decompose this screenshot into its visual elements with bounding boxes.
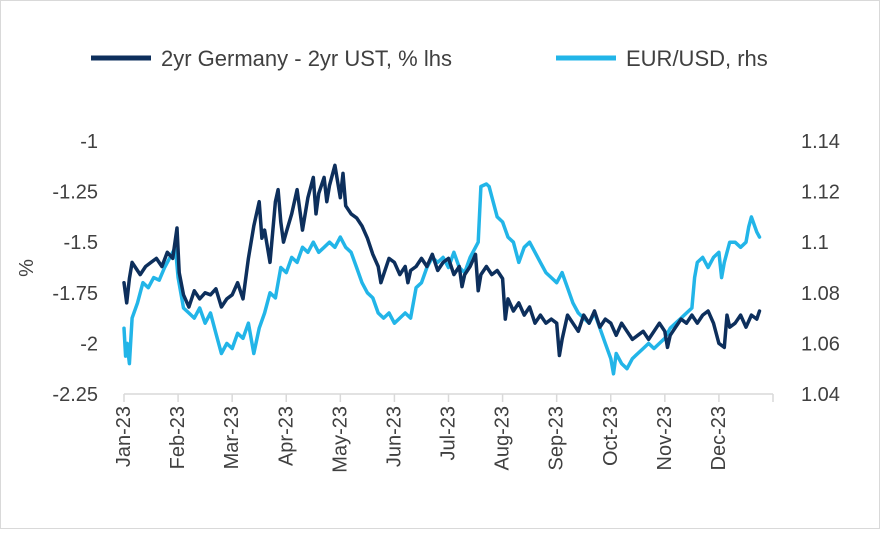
x-tick-label: Jun-23 xyxy=(383,406,405,467)
y-tick-label-left: -1.75 xyxy=(52,283,98,305)
x-tick-label: Nov-23 xyxy=(654,406,676,470)
legend-label-germany-ust: 2yr Germany - 2yr UST, % lhs xyxy=(161,46,452,71)
legend: 2yr Germany - 2yr UST, % lhs EUR/USD, rh… xyxy=(91,46,768,71)
y-tick-label-left: -1.25 xyxy=(52,182,98,204)
x-tick-label: Jan-23 xyxy=(113,406,135,467)
y-tick-label-left: -2 xyxy=(80,333,98,355)
y-tick-label-right: 1.12 xyxy=(801,182,840,204)
y-axis-right: 1.14 1.12 1.1 1.08 1.06 1.04 xyxy=(801,131,840,406)
series-layer xyxy=(122,163,762,376)
y-tick-label-right: 1.06 xyxy=(801,333,840,355)
y-tick-label-left: -2.25 xyxy=(52,384,98,406)
x-axis: Jan-23 Feb-23 Mar-23 Apr-23 May-23 Jun-23 Jul-… xyxy=(113,394,774,473)
y-axis-title-left: % xyxy=(16,259,38,277)
x-tick-label: Aug-23 xyxy=(492,406,514,471)
series-line-germany-ust xyxy=(122,163,762,358)
y-axis-left: -1 -1.25 -1.5 -1.75 -2 -2.25 xyxy=(52,131,98,406)
y-tick-label-right: 1.08 xyxy=(801,283,840,305)
y-tick-label-right: 1.04 xyxy=(801,384,840,406)
y-tick-label-right: 1.14 xyxy=(801,131,840,153)
x-tick-label: Jul-23 xyxy=(438,406,460,460)
x-tick-label: Oct-23 xyxy=(600,406,622,466)
x-tick-label: Dec-23 xyxy=(708,406,730,470)
y-tick-label-right: 1.1 xyxy=(801,232,829,254)
legend-label-eurusd: EUR/USD, rhs xyxy=(626,46,768,71)
x-tick-label: Feb-23 xyxy=(167,406,189,469)
y-tick-label-left: -1.5 xyxy=(64,232,98,254)
x-tick-label: May-23 xyxy=(329,406,351,473)
series-line-eurusd xyxy=(122,182,762,376)
x-tick-label: Sep-23 xyxy=(546,406,568,471)
x-tick-label: Apr-23 xyxy=(275,406,297,466)
x-tick-label: Mar-23 xyxy=(221,406,243,469)
y-tick-label-left: -1 xyxy=(80,131,98,153)
